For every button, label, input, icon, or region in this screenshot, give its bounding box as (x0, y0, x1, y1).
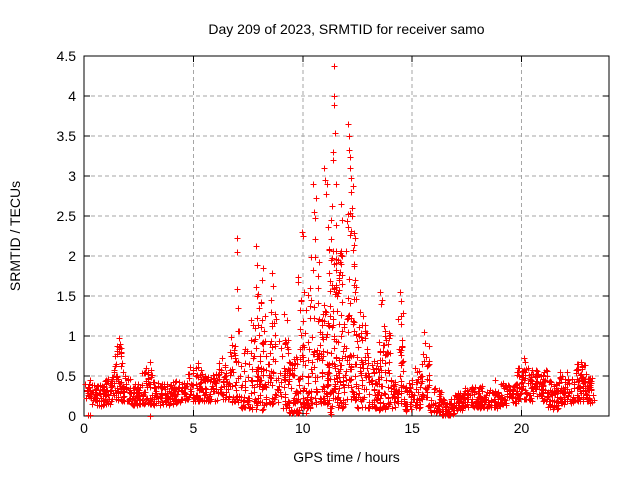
chart-title: Day 209 of 2023, SRMTID for receiver sam… (208, 21, 484, 37)
y-tick-label: 1.5 (57, 288, 77, 304)
x-tick-label: 20 (514, 420, 530, 436)
y-tick-label: 4 (68, 88, 76, 104)
y-tick-label: 1 (68, 328, 76, 344)
x-tick-label: 10 (295, 420, 311, 436)
y-tick-label: 3.5 (57, 128, 77, 144)
tick-marks (83, 55, 609, 417)
plot-border (83, 55, 610, 417)
y-tick-labels: 0 0.5 1 1.5 2 2.5 3 3.5 4 4.5 (57, 48, 77, 424)
data-points (82, 63, 598, 420)
x-tick-label: 0 (80, 420, 88, 436)
x-tick-labels: 0 5 10 15 20 (80, 420, 529, 436)
y-axis-label: SRMTID / TECUs (7, 181, 23, 291)
y-tick-label: 2 (68, 248, 76, 264)
y-tick-label: 0.5 (57, 368, 77, 384)
y-tick-label: 0 (68, 408, 76, 424)
y-tick-label: 2.5 (57, 208, 77, 224)
x-tick-label: 5 (189, 420, 197, 436)
y-tick-label: 3 (68, 168, 76, 184)
y-tick-label: 4.5 (57, 48, 77, 64)
x-axis-label: GPS time / hours (293, 449, 400, 465)
grid-lines (84, 56, 609, 416)
x-tick-label: 15 (404, 420, 420, 436)
